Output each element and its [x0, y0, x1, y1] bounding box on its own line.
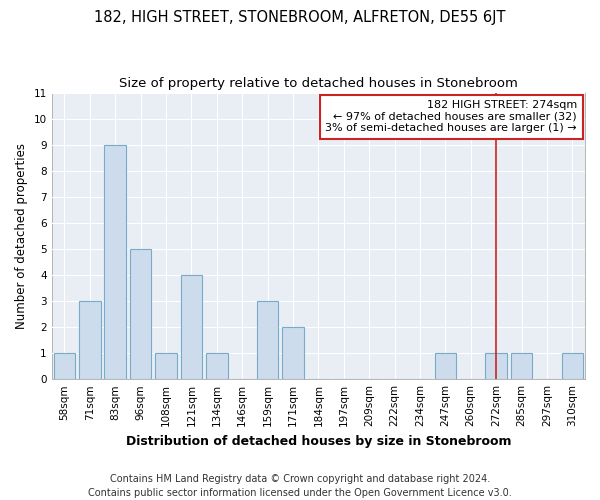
Bar	[282, 327, 304, 379]
Bar	[53, 353, 75, 379]
Text: Contains HM Land Registry data © Crown copyright and database right 2024.
Contai: Contains HM Land Registry data © Crown c…	[88, 474, 512, 498]
Bar	[434, 353, 456, 379]
Title: Size of property relative to detached houses in Stonebroom: Size of property relative to detached ho…	[119, 78, 518, 90]
Bar	[155, 353, 177, 379]
Bar	[206, 353, 227, 379]
Text: 182 HIGH STREET: 274sqm
← 97% of detached houses are smaller (32)
3% of semi-det: 182 HIGH STREET: 274sqm ← 97% of detache…	[325, 100, 577, 134]
Bar	[562, 353, 583, 379]
Bar	[257, 301, 278, 379]
Text: 182, HIGH STREET, STONEBROOM, ALFRETON, DE55 6JT: 182, HIGH STREET, STONEBROOM, ALFRETON, …	[94, 10, 506, 25]
Bar	[181, 275, 202, 379]
Y-axis label: Number of detached properties: Number of detached properties	[15, 143, 28, 329]
Bar	[79, 301, 101, 379]
Bar	[511, 353, 532, 379]
Bar	[104, 145, 126, 379]
Bar	[485, 353, 507, 379]
Bar	[130, 249, 151, 379]
X-axis label: Distribution of detached houses by size in Stonebroom: Distribution of detached houses by size …	[125, 434, 511, 448]
